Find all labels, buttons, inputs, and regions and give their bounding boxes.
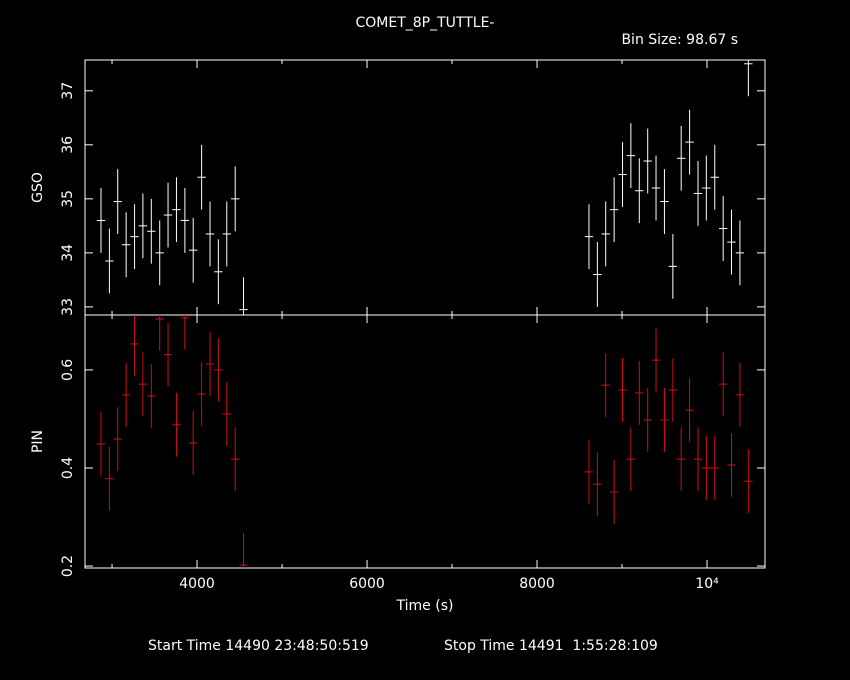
y-tick-label: 0.2 [60, 555, 76, 577]
x-tick-label: 6000 [349, 576, 385, 592]
y-tick-label: 34 [60, 244, 76, 262]
x-tick-label: 8000 [519, 576, 555, 592]
y-tick-label: 33 [60, 298, 76, 316]
x-tick-label: 4000 [179, 576, 215, 592]
series [96, 315, 753, 568]
y-axis-label: PIN [30, 430, 46, 453]
panel-frame [84, 314, 766, 569]
x-axis-label: Time (s) [396, 598, 454, 614]
y-tick-label: 0.4 [60, 457, 76, 479]
y-tick-label: 35 [60, 190, 76, 208]
series [96, 60, 753, 315]
y-tick-label: 36 [60, 136, 76, 154]
chart-title: COMET_8P_TUTTLE- [356, 15, 495, 31]
stop-time: Stop Time 14491 1:55:28:109 [444, 638, 658, 654]
y-axis-label: GSO [30, 172, 46, 203]
start-time: Start Time 14490 23:48:50:519 [148, 638, 369, 654]
y-tick-label: 37 [60, 82, 76, 100]
x-tick-label: 10⁴ [695, 576, 719, 592]
panel-frame [84, 59, 766, 316]
y-tick-label: 0.6 [60, 359, 76, 381]
bin-size: Bin Size: 98.67 s [621, 32, 738, 48]
